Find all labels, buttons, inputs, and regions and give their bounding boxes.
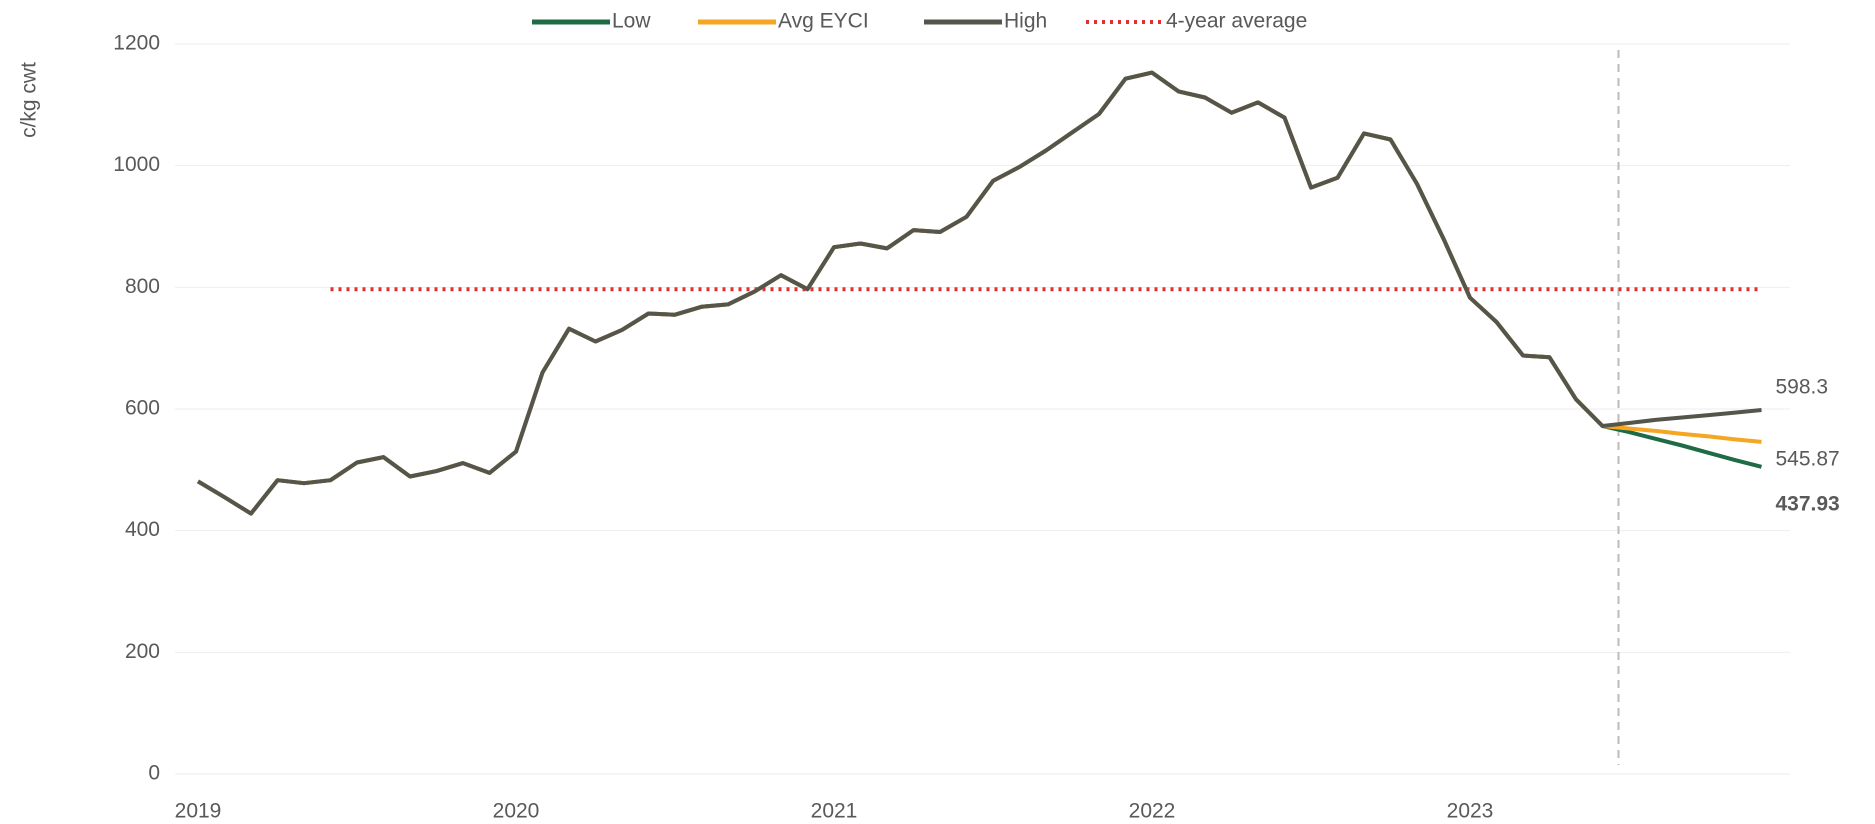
legend-label: High xyxy=(1004,10,1047,33)
legend-label: Avg EYCI xyxy=(778,10,869,33)
end-label: 598.3 xyxy=(1776,376,1829,399)
y-tick-label: 0 xyxy=(148,762,160,785)
x-tick-label: 2022 xyxy=(1129,800,1176,823)
series-line xyxy=(196,70,1762,516)
x-tick-label: 2019 xyxy=(175,800,222,823)
y-tick-label: 600 xyxy=(125,397,160,420)
x-tick-label: 2021 xyxy=(811,800,858,823)
series-line xyxy=(196,70,1762,516)
x-tick-label: 2023 xyxy=(1447,800,1494,823)
y-tick-label: 400 xyxy=(125,518,160,541)
y-tick-label: 800 xyxy=(125,275,160,298)
end-label: 545.87 xyxy=(1776,447,1840,470)
legend-label: 4-year average xyxy=(1166,10,1307,33)
x-tick-label: 2020 xyxy=(493,800,540,823)
y-axis-label: c/kg cwt xyxy=(18,62,41,138)
y-tick-label: 1200 xyxy=(113,32,160,55)
y-tick-label: 200 xyxy=(125,640,160,663)
series-line xyxy=(196,70,1762,516)
end-label: 437.93 xyxy=(1776,492,1840,515)
legend-label: Low xyxy=(612,10,651,33)
y-tick-label: 1000 xyxy=(113,153,160,176)
